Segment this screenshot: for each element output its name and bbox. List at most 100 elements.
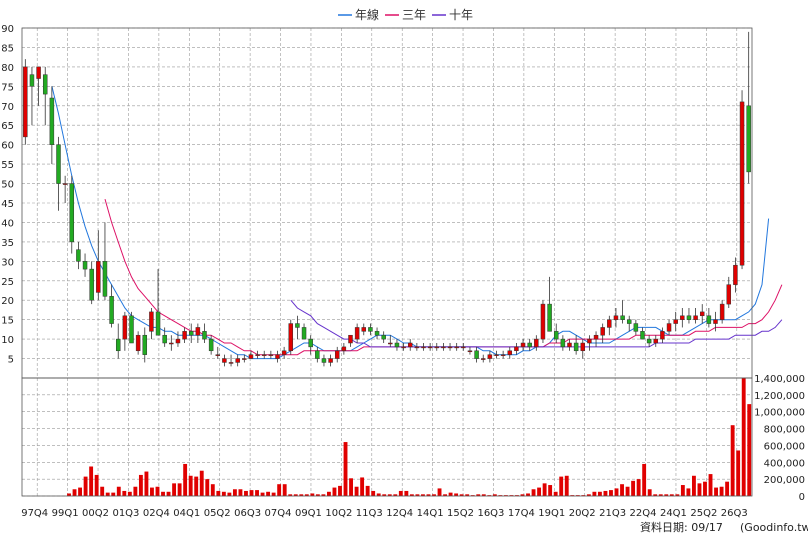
candle xyxy=(169,335,174,351)
candle-body xyxy=(587,338,592,344)
candle xyxy=(514,343,519,355)
candle xyxy=(162,327,167,347)
candle-body xyxy=(547,303,552,332)
volume-bar xyxy=(221,491,226,496)
candle xyxy=(699,304,705,324)
volume-bar xyxy=(470,495,475,496)
volume-bar xyxy=(586,494,591,496)
volume-bar xyxy=(72,489,77,496)
candle xyxy=(447,343,453,351)
candle xyxy=(474,346,479,363)
volume-bar xyxy=(703,481,707,496)
volume-bar xyxy=(592,491,597,496)
candle-body xyxy=(666,323,672,332)
volume-bar xyxy=(288,494,293,496)
candle-body xyxy=(553,331,559,340)
volume-bar xyxy=(177,483,182,496)
volume-tick-label: 1,000,000 xyxy=(754,408,805,419)
candle-body xyxy=(560,338,566,348)
candle xyxy=(275,350,280,363)
volume-bar xyxy=(371,490,376,496)
volume-bar xyxy=(714,487,718,496)
volume-bar xyxy=(100,486,105,496)
x-tick-label: 01Q3 xyxy=(112,508,139,519)
candle xyxy=(739,90,745,270)
price-tick-label: 20 xyxy=(1,296,14,307)
candle-body xyxy=(42,74,48,95)
candle-body xyxy=(149,311,154,332)
candle xyxy=(427,343,433,351)
candle-body xyxy=(421,346,426,349)
x-tick-label: 20Q2 xyxy=(569,508,596,519)
candle xyxy=(222,354,227,367)
price-tick-label: 30 xyxy=(1,257,14,268)
candle xyxy=(626,315,632,332)
candle-body xyxy=(62,183,68,185)
candle-body xyxy=(540,303,546,340)
x-tick-label: 25Q2 xyxy=(690,508,717,519)
volume-bar xyxy=(597,491,602,496)
candle xyxy=(653,335,659,347)
candle xyxy=(381,331,386,343)
candle xyxy=(268,350,274,359)
candle-body xyxy=(242,358,247,360)
candle-body xyxy=(215,354,221,356)
x-tick-label: 16Q3 xyxy=(477,508,504,519)
candle-body xyxy=(726,284,732,305)
volume-bar xyxy=(492,494,497,496)
volume-bar xyxy=(686,488,691,496)
candle-body xyxy=(155,311,161,336)
volume-bar xyxy=(127,491,132,496)
candle xyxy=(394,339,400,351)
volume-tick-label: 800,000 xyxy=(764,425,805,436)
candle xyxy=(308,335,313,355)
volume-bar xyxy=(183,463,188,496)
candle xyxy=(467,346,473,355)
volume-bar xyxy=(78,487,83,496)
volume-bar xyxy=(725,481,730,496)
volume-bar xyxy=(675,494,680,496)
candle-body xyxy=(96,261,101,293)
candle-body xyxy=(494,354,499,356)
volume-bar xyxy=(310,493,315,496)
volume-bar xyxy=(155,486,160,496)
x-tick-label: 07Q4 xyxy=(265,508,292,519)
volume-bar xyxy=(393,494,398,496)
chart-legend: 年線 三年 十年 xyxy=(338,7,473,22)
x-tick-label: 06Q3 xyxy=(234,508,261,519)
candle-body xyxy=(673,319,678,324)
candle-body xyxy=(368,327,373,332)
candle-body xyxy=(261,354,267,356)
candle xyxy=(593,331,599,347)
candle-body xyxy=(507,350,513,355)
volume-bar xyxy=(631,480,636,496)
volume-bar xyxy=(409,494,414,496)
candle xyxy=(607,315,612,336)
candle xyxy=(215,346,221,359)
candle xyxy=(686,308,692,324)
volume-bar xyxy=(122,490,127,496)
candle-body xyxy=(122,315,128,340)
volume-bar xyxy=(249,490,254,496)
candle xyxy=(102,222,108,301)
candle xyxy=(713,311,718,332)
candle-body xyxy=(268,354,274,356)
candle xyxy=(693,308,698,324)
candle-body xyxy=(739,101,745,266)
candle-body xyxy=(500,354,506,356)
candle xyxy=(341,343,347,355)
candle xyxy=(421,343,426,351)
candle xyxy=(640,327,645,340)
x-tick-label: 19Q1 xyxy=(538,508,565,519)
volume-bar xyxy=(658,494,663,496)
candle-body xyxy=(328,358,333,363)
candle xyxy=(49,86,55,165)
candle-body xyxy=(693,315,698,320)
volume-bar xyxy=(498,495,503,496)
candle-body xyxy=(162,334,167,344)
candle xyxy=(328,354,333,367)
volume-bar xyxy=(83,476,88,496)
candle xyxy=(142,327,148,363)
volume-bar xyxy=(166,491,171,496)
